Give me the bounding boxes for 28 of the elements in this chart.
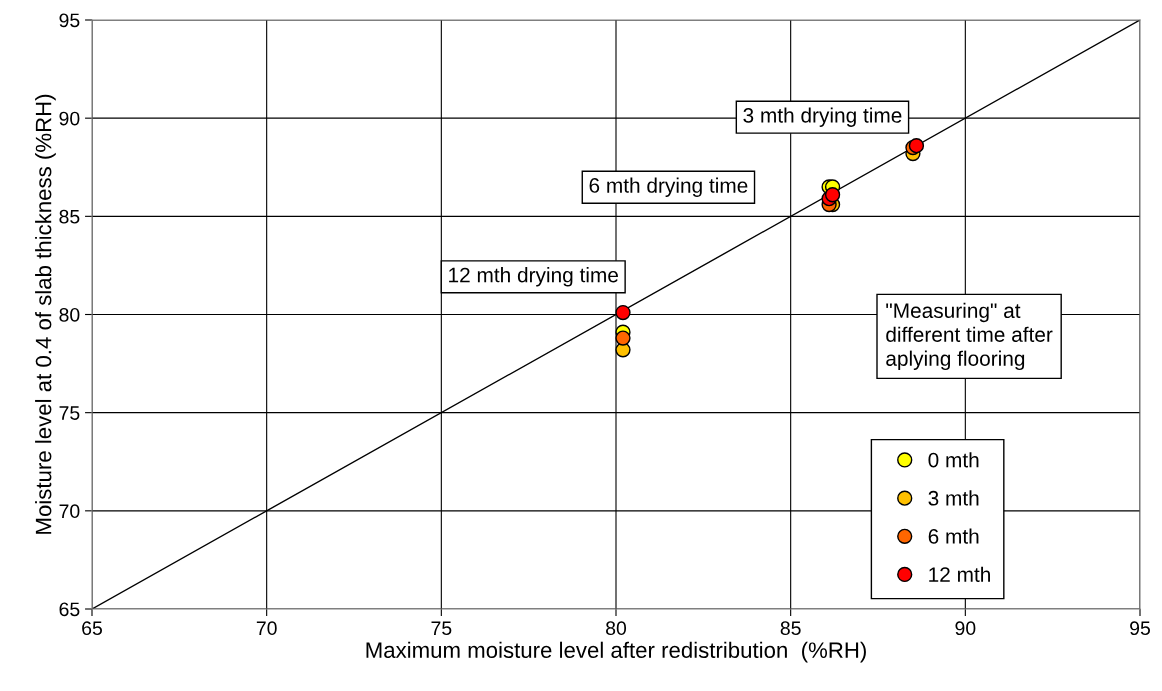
y-tick-label: 80 xyxy=(59,307,80,322)
y-tick-label: 65 xyxy=(59,602,80,617)
annotation: 12 mth drying time xyxy=(449,267,618,287)
y-tick-label: 85 xyxy=(59,209,80,224)
y-tick-label: 95 xyxy=(59,13,80,28)
x-tick-label: 95 xyxy=(1130,621,1150,636)
x-tick-label: 75 xyxy=(431,621,452,636)
x-tick-label: 90 xyxy=(955,621,976,636)
point xyxy=(615,304,631,321)
y-tick-label: 70 xyxy=(59,504,80,519)
x-tick-label: 85 xyxy=(780,621,801,636)
annotation: 6 mth drying time xyxy=(589,177,748,197)
x-tick-label: 80 xyxy=(606,621,627,636)
annotation: 3 mth drying time xyxy=(743,107,902,127)
y-axis-title: Moisture level at 0.4 of slab thickness (%RH) xyxy=(35,94,56,534)
y-tick-label: 75 xyxy=(59,406,80,420)
legend-label: 3 mth xyxy=(928,490,979,506)
legend-label: 0 mth xyxy=(928,452,979,468)
point xyxy=(908,138,925,154)
point xyxy=(615,330,631,346)
legend-label: 6 mth xyxy=(928,528,979,544)
legend-title: "Measuring" at different time after aplying flooring xyxy=(886,302,1053,371)
x-axis-title: Maximum moisture level after redistribution (%RH) xyxy=(366,641,866,663)
y-tick-label: 90 xyxy=(59,111,80,126)
x-tick-label: 70 xyxy=(256,621,277,636)
point xyxy=(824,187,841,203)
x-tick-label: 65 xyxy=(82,621,102,636)
legend-label: 12 mth xyxy=(929,566,990,582)
